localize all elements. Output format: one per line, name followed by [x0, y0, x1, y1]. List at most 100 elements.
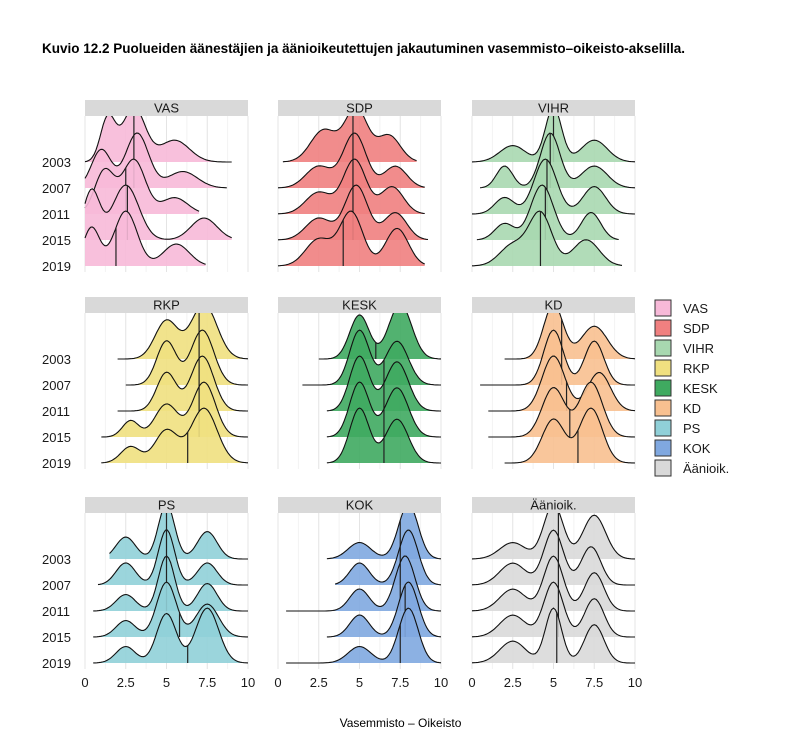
- legend-swatch-kok: [654, 439, 672, 457]
- legend-label-vas: VAS: [683, 301, 708, 316]
- ridge-line-rkp-2019: [101, 407, 249, 464]
- year-label-2015: 2015: [42, 430, 71, 445]
- legend-label-ps: PS: [683, 421, 701, 436]
- ridge-area-vas-2011: [85, 159, 200, 214]
- x-tick-label: 2.5: [310, 675, 328, 690]
- ridge-area-kd-2007: [480, 330, 635, 385]
- panel-strip: [472, 100, 635, 116]
- panel-strip-label: KESK: [342, 298, 377, 313]
- ridge-line-kesk-2007: [302, 329, 441, 386]
- ridge-area-ps-2007: [98, 530, 248, 585]
- legend-swatch-ps: [654, 419, 672, 437]
- x-tick-label: 5: [550, 675, 557, 690]
- ridge-line-kok-2007: [334, 529, 442, 586]
- ridge-line-sdp-2019: [277, 210, 425, 267]
- panel-strip-label: RKP: [153, 298, 180, 313]
- figure-label: Kuvio 12.2: [42, 41, 110, 56]
- year-label-2019: 2019: [42, 456, 71, 471]
- panel-strip: [85, 297, 248, 313]
- ridge-line-kd-2015: [488, 381, 636, 438]
- ridge-line-vihr-2019: [472, 210, 623, 267]
- panel-strip-label: SDP: [346, 101, 373, 116]
- ridge-line-rkp-2015: [101, 381, 249, 438]
- legend-swatch-kd: [654, 399, 672, 417]
- panel-strip: [278, 297, 441, 313]
- ridge-line-sdp-2011: [277, 158, 425, 215]
- panel-strip: [278, 100, 441, 116]
- ridge-line-kok-2003: [326, 503, 442, 560]
- ridge-area-kesk-2003: [318, 304, 441, 359]
- legend-swatch-rkp: [654, 359, 672, 377]
- year-label-2015: 2015: [42, 233, 71, 248]
- panel-strip-label: KD: [544, 298, 562, 313]
- legend-swatch-vihr: [654, 339, 672, 357]
- legend-label-kok: KOK: [683, 441, 711, 456]
- legend: VAS SDP VIHR RKP KESK KD PS KOK Äänioik.: [654, 299, 729, 477]
- x-tick-label: 0: [81, 675, 88, 690]
- x-tick-label: 2.5: [117, 675, 135, 690]
- ridge-line-nioik-2007: [471, 529, 635, 586]
- panel-vas: VAS 2003 2007 2011 2015 2019: [42, 100, 249, 274]
- ridge-area-ps-2019: [93, 608, 248, 663]
- x-tick-label: 5: [356, 675, 363, 690]
- ridge-line-kok-2019: [286, 607, 442, 664]
- legend-label-nioik: Äänioik.: [683, 461, 729, 476]
- x-tick-label: 7.5: [198, 675, 216, 690]
- panel-nioik: Äänioik. 0 2.5 5 7.5 10: [468, 497, 642, 690]
- year-label-2011: 2011: [42, 207, 70, 222]
- ridge-line-kd-2011: [488, 355, 636, 412]
- x-tick-label: 7.5: [391, 675, 409, 690]
- panel-ps: PS 2003 2007 2011 2015 2019 0 2.5 5 7.5 10: [42, 497, 255, 690]
- ridge-area-kd-2003: [504, 304, 635, 359]
- legend-swatch-vas: [654, 299, 672, 317]
- x-tick-label: 0: [274, 675, 281, 690]
- legend-swatch-kesk: [654, 379, 672, 397]
- ridge-line-vas-2015: [84, 184, 232, 240]
- panel-strip-label: PS: [158, 498, 176, 513]
- ridge-line-nioik-2015: [471, 581, 635, 638]
- ridge-line-rkp-2011: [117, 355, 248, 412]
- panel-kok: KOK 0 2.5 5 7.5 10: [274, 497, 448, 690]
- ridge-area-rkp-2011: [117, 356, 248, 411]
- x-axis-label: Vasemmisto – Oikeisto: [339, 716, 462, 730]
- panel-strip: [472, 497, 635, 513]
- ridge-area-sdp-2003: [282, 107, 417, 162]
- figure-title-text: Puolueiden äänestäjien ja äänioikeutettu…: [113, 41, 685, 56]
- panel-sdp: SDP: [277, 100, 442, 272]
- panel-kd: KD: [471, 297, 636, 469]
- year-label-2011: 2011: [42, 604, 70, 619]
- ridge-line-kesk-2003: [318, 303, 441, 360]
- ridge-line-kd-2007: [480, 329, 635, 386]
- x-tick-label: 5: [163, 675, 170, 690]
- panel-strip: [85, 100, 248, 116]
- ridge-line-vas-2007: [84, 132, 227, 189]
- ridge-line-ps-2015: [93, 581, 248, 638]
- ridge-line-ps-2019: [93, 607, 249, 664]
- ridge-line-vihr-2011: [472, 158, 636, 215]
- year-label-2007: 2007: [42, 181, 71, 196]
- panel-vihr: VIHR: [471, 100, 636, 272]
- panel-strip: [278, 497, 441, 513]
- year-label-2003: 2003: [42, 552, 71, 567]
- x-tick-label: 0: [468, 675, 475, 690]
- panel-strip-label: Äänioik.: [530, 498, 576, 513]
- panel-strip: [85, 497, 248, 513]
- panel-strip: [472, 297, 635, 313]
- ridge-line-rkp-2003: [117, 303, 249, 360]
- ridge-line-kd-2019: [504, 407, 636, 464]
- x-tick-label: 10: [628, 675, 642, 690]
- ridge-area-kd-2019: [504, 408, 635, 463]
- ridge-line-sdp-2007: [277, 132, 425, 189]
- ridge-line-kok-2015: [326, 581, 442, 638]
- year-label-2019: 2019: [42, 259, 71, 274]
- year-label-2007: 2007: [42, 378, 71, 393]
- ridge-line-nioik-2019: [471, 607, 635, 664]
- ridge-line-vas-2019: [84, 210, 206, 265]
- year-label-2007: 2007: [42, 578, 71, 593]
- panel-strip-label: VIHR: [538, 101, 569, 116]
- year-label-2019: 2019: [42, 656, 71, 671]
- ridge-area-vihr-2011: [472, 159, 635, 214]
- ridge-area-vas-2003: [85, 107, 232, 162]
- x-tick-label: 10: [241, 675, 255, 690]
